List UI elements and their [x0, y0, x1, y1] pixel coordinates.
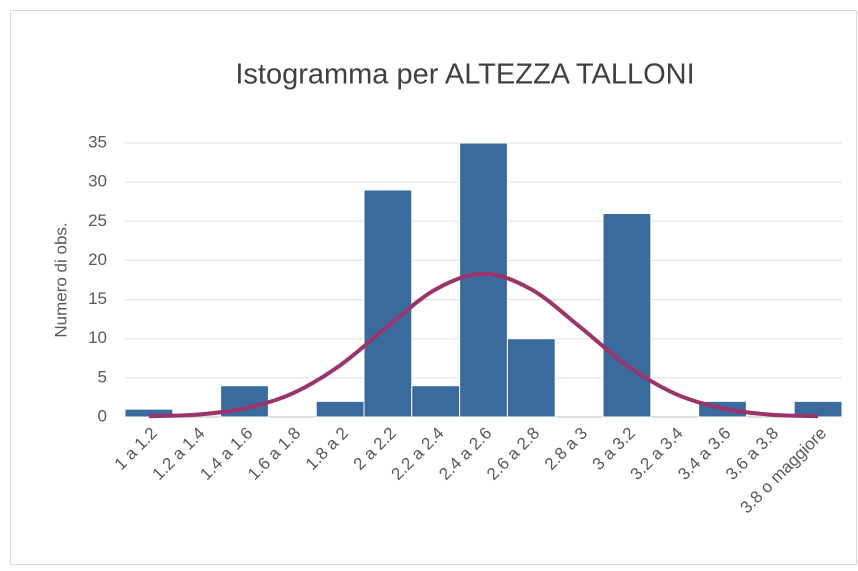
y-tick-label: 15 — [88, 289, 107, 308]
bar — [411, 385, 461, 418]
y-tick-label: 30 — [88, 172, 107, 191]
y-tick-label: 5 — [98, 367, 107, 386]
bar — [363, 189, 413, 418]
bar — [793, 400, 843, 418]
y-tick-label: 10 — [88, 328, 107, 347]
bar — [506, 338, 556, 418]
chart-title: Istogramma per ALTEZZA TALLONI — [235, 59, 694, 91]
y-tick-label: 20 — [88, 250, 107, 269]
curve — [148, 271, 819, 419]
y-tick-label: 0 — [98, 406, 107, 425]
bar — [315, 400, 365, 418]
y-tick-label: 25 — [88, 211, 107, 230]
chart-frame — [10, 10, 857, 565]
y-tick-label: 35 — [88, 132, 107, 151]
y-axis-title: Numero di obs. — [51, 222, 70, 337]
bar — [459, 142, 508, 418]
bar — [124, 408, 174, 418]
bar — [602, 212, 652, 418]
